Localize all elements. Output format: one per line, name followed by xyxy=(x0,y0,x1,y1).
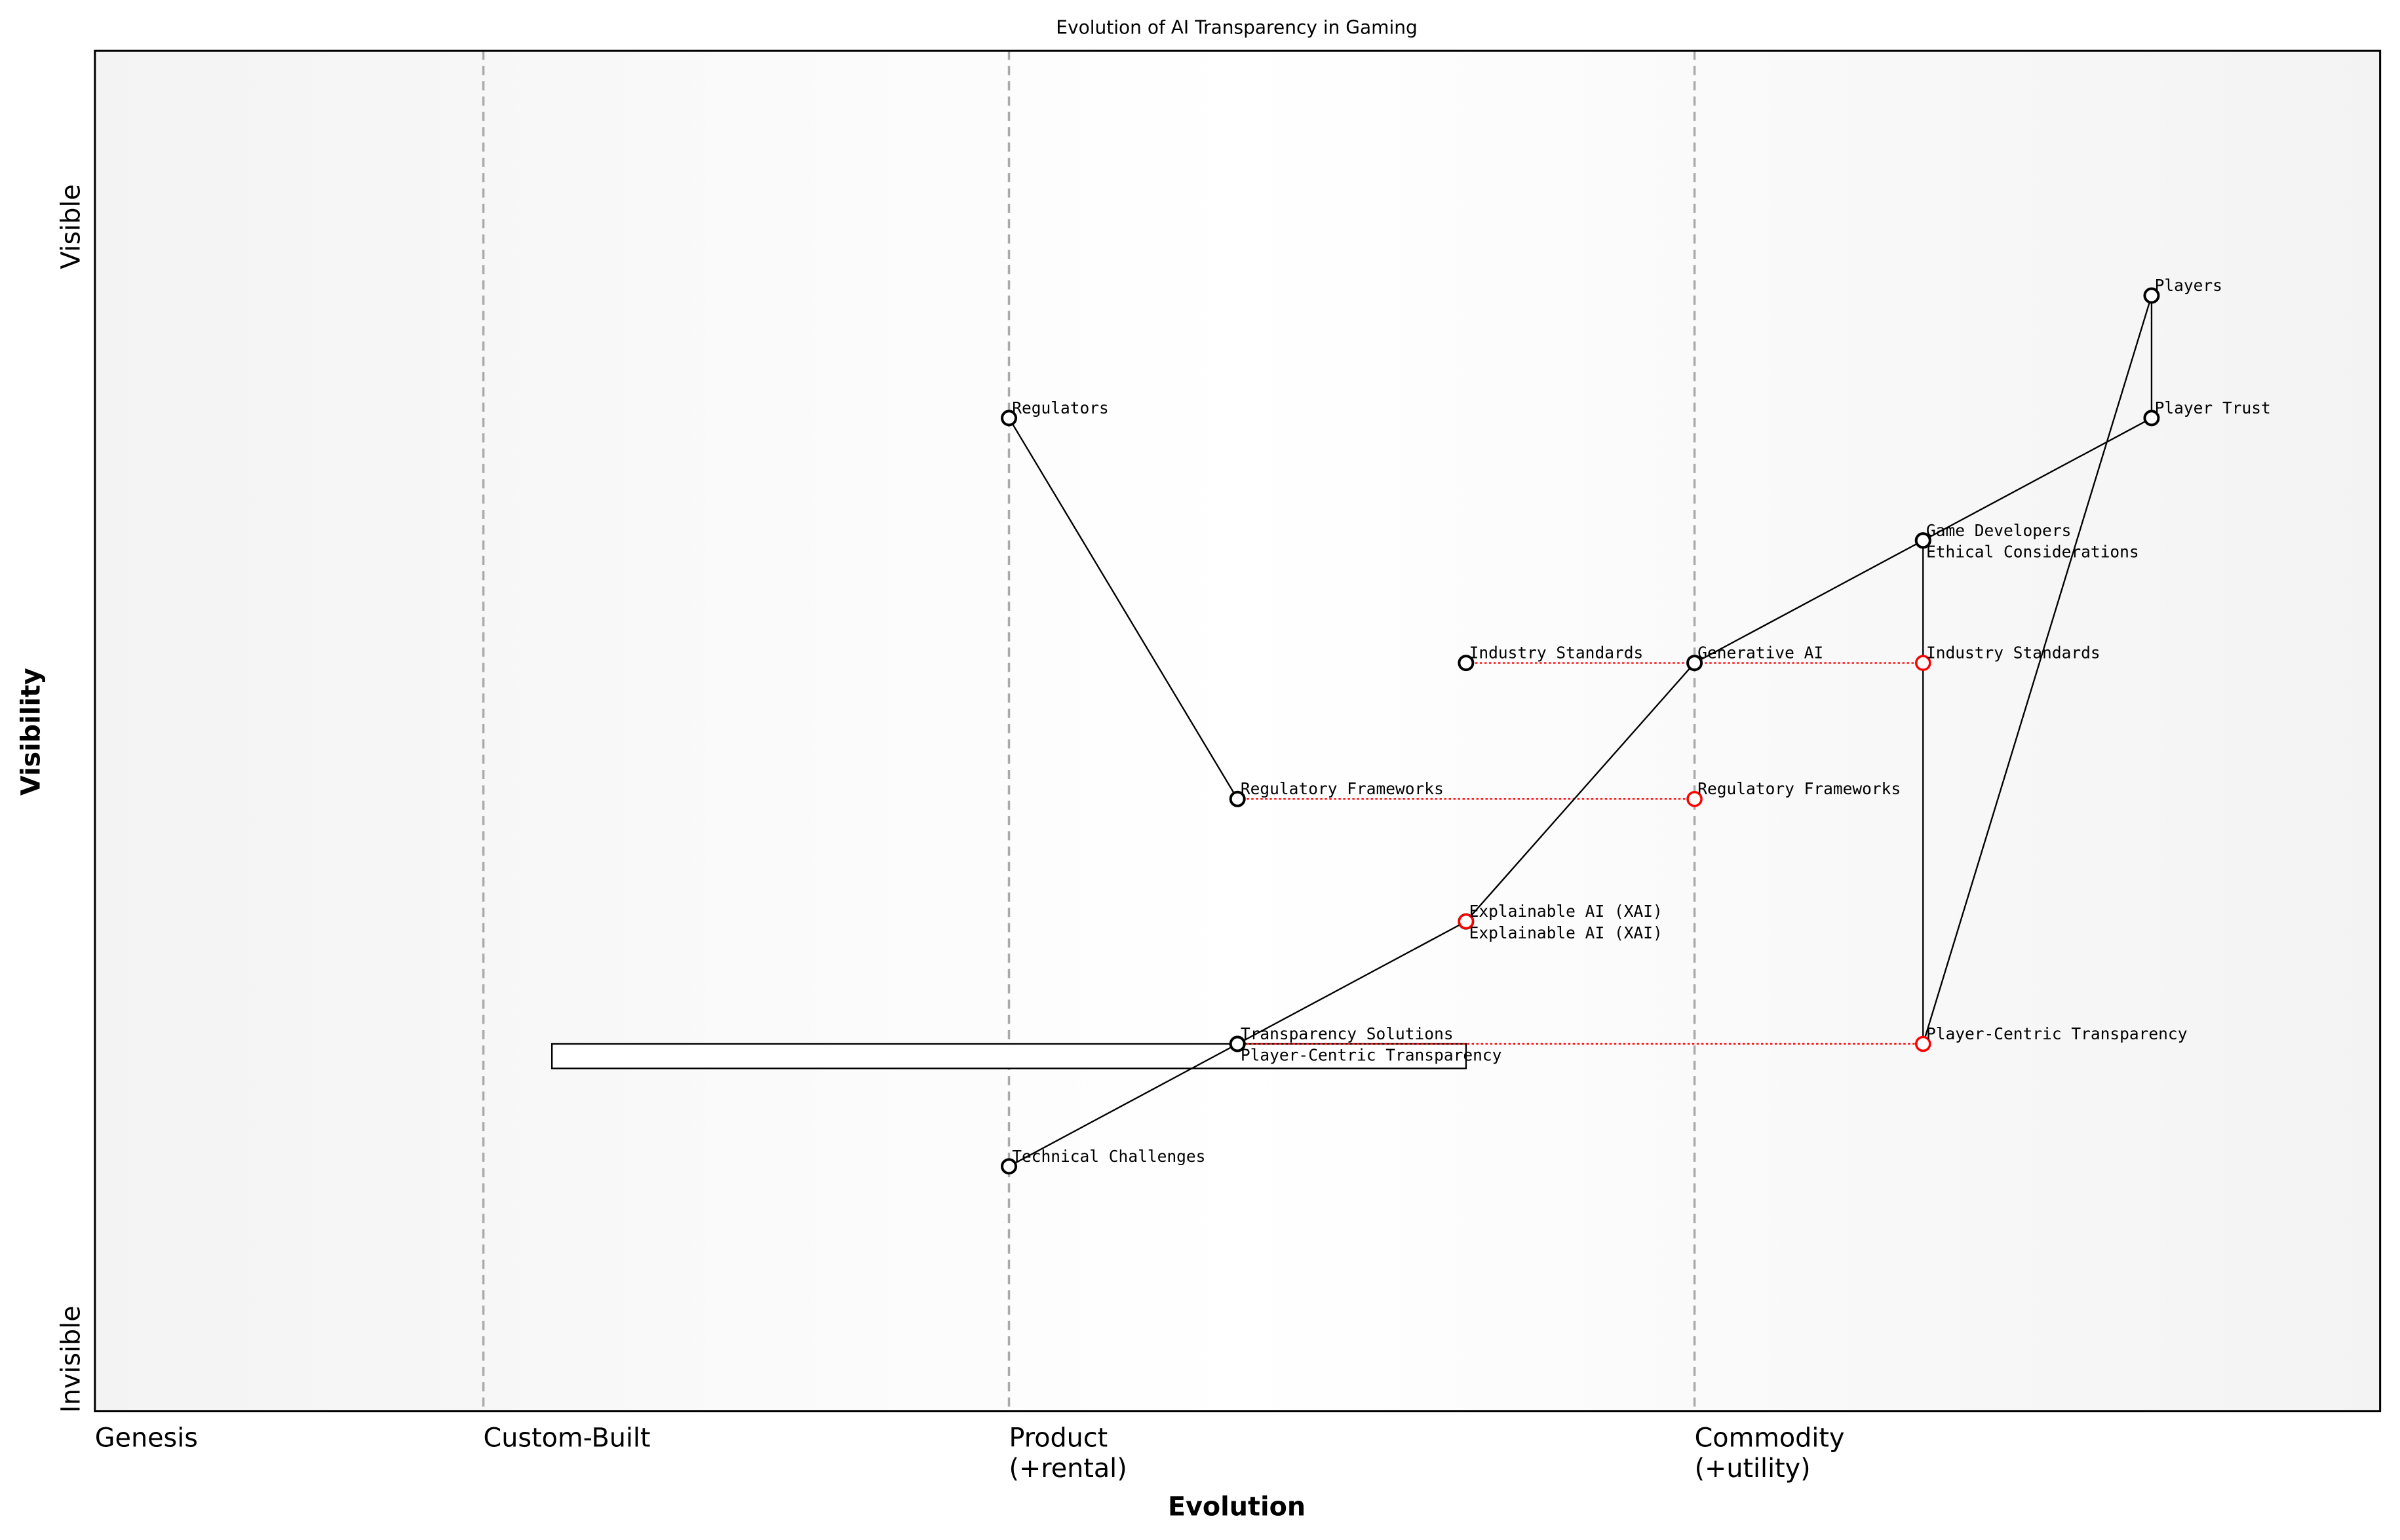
component-label: Ethical Considerations xyxy=(1926,542,2139,561)
component-label: Regulators xyxy=(1012,398,1109,417)
evolved-label: Player-Centric Transparency xyxy=(1926,1024,2188,1043)
evolved-label: Industry Standards xyxy=(1926,644,2100,663)
component-node xyxy=(1001,410,1018,427)
stage-sublabel: (+utility) xyxy=(1695,1453,1811,1484)
stage-label: Commodity xyxy=(1695,1423,1845,1453)
map-title: Evolution of AI Transparency in Gaming xyxy=(1056,17,1417,39)
component-node xyxy=(1229,790,1246,807)
evolved-node xyxy=(1686,790,1703,807)
component-label: Player-Centric Transparency xyxy=(1241,1046,1502,1065)
component-node xyxy=(2143,287,2160,304)
component-node xyxy=(1914,532,1931,549)
component-node xyxy=(2143,410,2160,427)
dependency-link xyxy=(1922,417,2152,541)
plot-frame xyxy=(94,49,2382,1413)
component-node xyxy=(1001,1158,1018,1175)
plot-background xyxy=(94,50,2380,1412)
evolved-node xyxy=(1915,1035,1931,1052)
dependency-link xyxy=(1465,662,1695,922)
stage-label: Product xyxy=(1009,1423,1108,1453)
evolved-node xyxy=(1915,655,1931,671)
component-label: Transparency Solutions xyxy=(1241,1024,1454,1043)
component-label: Game Developers xyxy=(1926,521,2071,540)
stage-label: Custom-Built xyxy=(484,1423,651,1453)
component-node xyxy=(1686,655,1703,672)
component-label: Explainable AI (XAI) xyxy=(1469,902,1663,921)
component-label: Generative AI xyxy=(1697,644,1823,663)
component-node xyxy=(1229,1035,1246,1052)
dependency-link xyxy=(1008,417,1239,799)
component-label: Technical Challenges xyxy=(1012,1147,1205,1166)
dependency-link xyxy=(1922,295,2153,1045)
dependency-link xyxy=(1694,539,1924,664)
pipeline-box xyxy=(551,1043,1467,1069)
component-label: Regulatory Frameworks xyxy=(1241,779,1444,798)
component-node xyxy=(1458,655,1475,672)
y-axis-label: Visibility xyxy=(16,668,47,796)
component-label: Players xyxy=(2155,276,2222,295)
stage-sublabel: (+rental) xyxy=(1009,1453,1127,1484)
evolved-node xyxy=(1458,913,1475,930)
y-top-label: Visible xyxy=(56,184,86,269)
evolved-label: Regulatory Frameworks xyxy=(1697,779,1901,798)
component-label: Industry Standards xyxy=(1469,644,1644,663)
x-axis-label: Evolution xyxy=(1168,1492,1306,1522)
evolved-label: Explainable AI (XAI) xyxy=(1469,923,1663,942)
stage-label: Genesis xyxy=(95,1423,198,1453)
y-bottom-label: Invisible xyxy=(56,1305,86,1413)
component-label: Player Trust xyxy=(2155,398,2271,417)
